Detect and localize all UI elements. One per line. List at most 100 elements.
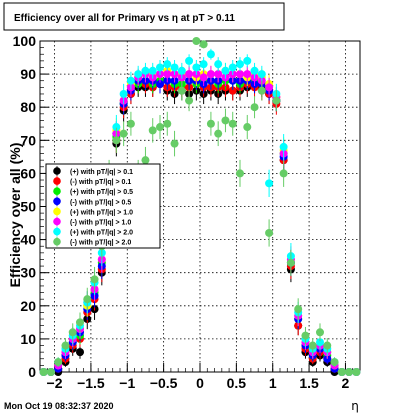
data-point xyxy=(148,66,157,75)
y-tick-label: 90 xyxy=(20,66,36,82)
data-point xyxy=(163,70,172,79)
data-point xyxy=(352,368,361,376)
data-point xyxy=(141,156,150,165)
data-point xyxy=(345,368,354,376)
data-point xyxy=(243,123,252,132)
data-point xyxy=(221,66,230,75)
x-tick-label: −1 xyxy=(119,375,135,391)
legend-label: (+) with pT/|q| > 0.1 xyxy=(70,169,133,176)
data-point xyxy=(68,328,77,337)
data-point xyxy=(214,60,223,69)
data-point xyxy=(243,56,252,65)
legend-label: (-) with pT/|q| > 1.0 xyxy=(70,220,131,227)
series-group xyxy=(39,37,361,376)
data-point xyxy=(54,358,63,367)
legend-label: (-) with pT/|q| > 0.5 xyxy=(70,199,131,206)
data-point xyxy=(170,139,179,148)
data-point xyxy=(228,119,237,128)
data-point xyxy=(337,368,346,376)
y-tick-label: 30 xyxy=(20,265,36,281)
y-tick-label: 70 xyxy=(20,132,36,148)
data-point xyxy=(192,37,201,45)
x-tick-label: 0 xyxy=(196,375,204,391)
legend-box xyxy=(45,163,161,249)
data-point xyxy=(177,66,186,75)
data-point xyxy=(192,63,201,72)
title-box xyxy=(3,2,285,31)
legend-entries: (+) with pT/|q| > 0.1 (-) with pT/|q| > 0… xyxy=(53,166,133,247)
data-points xyxy=(39,37,361,376)
data-point xyxy=(279,142,288,151)
legend-label: (+) with pT/|q| > 0.5 xyxy=(70,189,133,196)
legend-label: (+) with pT/|q| > 2.0 xyxy=(70,230,133,237)
y-tick-label: 20 xyxy=(20,298,36,314)
data-point xyxy=(206,70,215,79)
data-point xyxy=(250,103,259,112)
data-point xyxy=(199,40,208,49)
x-tick-label: −0.5 xyxy=(150,375,178,391)
data-point xyxy=(236,70,244,79)
data-point xyxy=(141,66,150,75)
data-point xyxy=(199,73,208,82)
data-point xyxy=(185,56,194,65)
timestamp: Mon Oct 19 08:32:37 2020 xyxy=(4,401,114,411)
data-point xyxy=(294,305,303,314)
data-point xyxy=(134,70,143,79)
data-point xyxy=(119,129,128,138)
y-tick-label: 100 xyxy=(13,33,37,49)
data-point xyxy=(257,70,266,79)
data-point xyxy=(316,338,324,347)
chart-title: Efficiency over all for Primary vs η at … xyxy=(14,13,235,24)
legend-label: (+) with pT/|q| > 1.0 xyxy=(70,209,133,216)
data-point xyxy=(323,354,332,363)
data-point xyxy=(206,119,215,128)
data-point xyxy=(156,63,164,72)
data-point xyxy=(185,96,194,105)
data-point xyxy=(76,348,84,357)
data-point xyxy=(163,119,172,128)
y-axis-label: Efficiency over all (%) xyxy=(7,143,23,288)
data-point xyxy=(228,86,237,95)
x-tick-label: 2 xyxy=(342,375,350,391)
data-point xyxy=(156,123,164,132)
data-point xyxy=(257,86,266,95)
x-tick-label: 0.5 xyxy=(227,375,247,391)
x-tick-label: 1.5 xyxy=(299,375,319,391)
data-point xyxy=(250,66,259,75)
data-point xyxy=(177,86,186,95)
data-point xyxy=(265,83,274,92)
data-point xyxy=(148,126,157,135)
x-tick-label: 1 xyxy=(269,375,277,391)
data-point xyxy=(126,76,135,85)
x-tick-label: −1.5 xyxy=(77,375,105,391)
data-point xyxy=(265,228,274,237)
data-point xyxy=(170,63,179,72)
data-point xyxy=(185,70,194,79)
data-point xyxy=(199,60,208,69)
data-point xyxy=(236,60,244,69)
data-point xyxy=(308,341,317,350)
data-point xyxy=(301,331,310,340)
data-point xyxy=(61,341,70,350)
data-point xyxy=(272,96,281,105)
data-point xyxy=(206,50,215,59)
y-tick-label: 60 xyxy=(20,165,36,181)
data-point xyxy=(323,341,332,350)
data-point xyxy=(83,295,92,304)
data-point xyxy=(316,328,324,337)
data-point xyxy=(156,80,164,89)
x-axis-ticks: −2 −1.5 −1 −0.5 0 0.5 1 1.5 2 xyxy=(39,363,361,391)
legend-label: (-) with pT/|q| > 0.1 xyxy=(70,179,131,186)
data-point xyxy=(214,70,223,79)
y-axis-ticks: 0 10 20 30 40 50 60 70 80 90 100 xyxy=(13,33,49,380)
data-point xyxy=(286,258,295,267)
y-tick-label: 0 xyxy=(28,364,36,380)
data-point xyxy=(265,179,274,188)
data-point xyxy=(279,169,288,178)
y-tick-label: 50 xyxy=(20,199,36,215)
data-point xyxy=(119,89,128,98)
data-point xyxy=(243,70,252,79)
y-tick-label: 10 xyxy=(20,331,36,347)
